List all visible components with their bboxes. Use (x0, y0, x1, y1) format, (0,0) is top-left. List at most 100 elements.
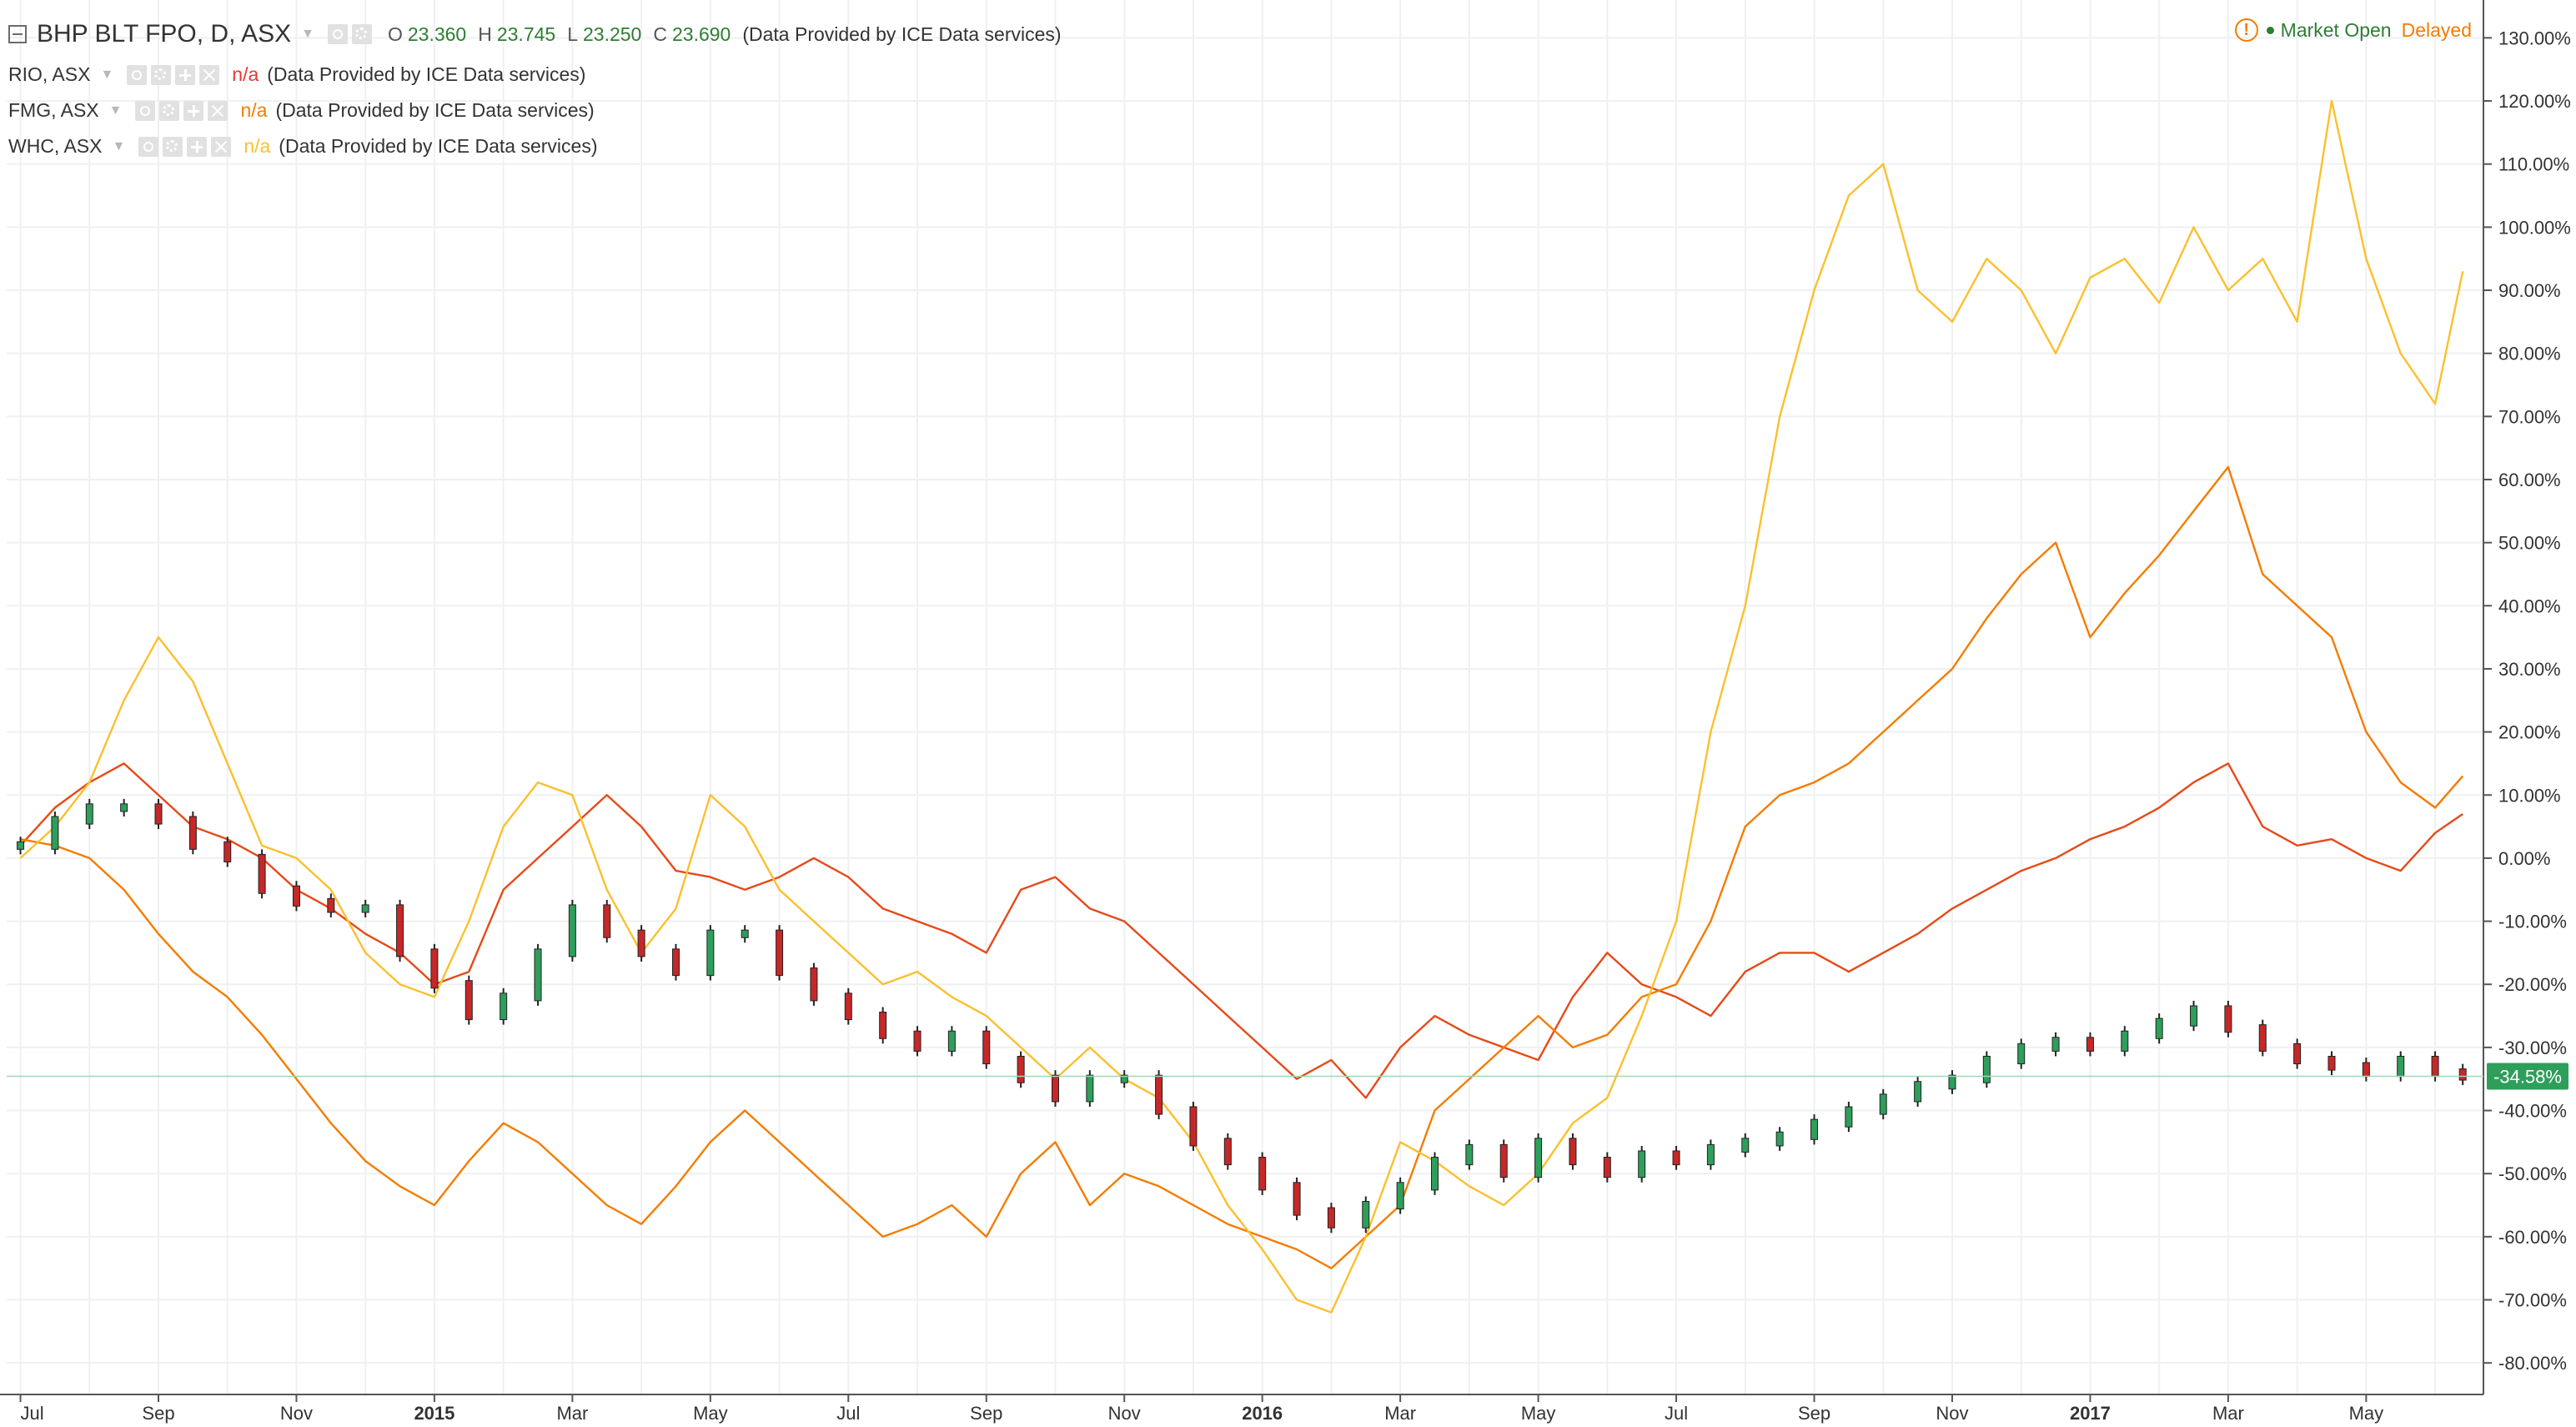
minus-square-icon[interactable] (8, 25, 27, 43)
chevron-down-icon[interactable]: ▼ (112, 138, 126, 153)
candle-body[interactable] (2155, 1017, 2163, 1039)
candle-body[interactable] (534, 948, 542, 1002)
candle-body[interactable] (2258, 1024, 2267, 1052)
compare-symbol[interactable]: WHC, ASX (8, 135, 103, 157)
candle-body[interactable] (2121, 1030, 2129, 1052)
candle-body[interactable] (1672, 1150, 1680, 1166)
candle-body[interactable] (1362, 1200, 1370, 1229)
candle-body[interactable] (947, 1030, 956, 1052)
plus-icon[interactable] (187, 136, 208, 157)
candle-body[interactable] (1603, 1157, 1611, 1178)
candle-body[interactable] (1810, 1118, 1819, 1140)
plus-icon[interactable] (175, 64, 196, 85)
candle-body[interactable] (1293, 1182, 1301, 1216)
candle-body[interactable] (1465, 1143, 1474, 1166)
gear-icon[interactable] (351, 24, 372, 44)
series-line-fmg[interactable] (20, 465, 2464, 1269)
candle-body[interactable] (2051, 1037, 2060, 1052)
candle-body[interactable] (258, 853, 266, 894)
close-icon[interactable] (208, 100, 228, 121)
candle-body[interactable] (396, 904, 404, 957)
candle-body[interactable] (1879, 1093, 1887, 1115)
candle-body[interactable] (741, 929, 749, 938)
candle-body[interactable] (1982, 1055, 1991, 1083)
candle-body[interactable] (879, 1012, 887, 1039)
candle-body[interactable] (1775, 1131, 1784, 1147)
series-line-rio[interactable] (19, 762, 2463, 1099)
candle-body[interactable] (2431, 1055, 2439, 1078)
candle-body[interactable] (188, 816, 197, 850)
candle-body[interactable] (2017, 1043, 2026, 1065)
time-axis[interactable]: Jul Sep Nov 2015 Mar May Jul Sep Nov 2016 Mar May Ju… (0, 1394, 2483, 1424)
candle-body[interactable] (1223, 1138, 1232, 1166)
gear-icon[interactable] (163, 136, 183, 157)
candle-body[interactable] (2458, 1068, 2467, 1081)
gear-icon[interactable] (159, 100, 180, 121)
candle-body[interactable] (1948, 1074, 1956, 1090)
candle-body[interactable] (85, 803, 93, 825)
candle-body[interactable] (51, 816, 59, 850)
eye-icon[interactable] (135, 100, 156, 121)
candle-body[interactable] (844, 992, 852, 1021)
candle-body[interactable] (1499, 1143, 1508, 1178)
series-line-whc[interactable] (19, 99, 2464, 1314)
candle-body[interactable] (706, 929, 715, 977)
candle-body[interactable] (1638, 1150, 1646, 1178)
candle-body[interactable] (1327, 1207, 1335, 1229)
candle-body[interactable] (327, 897, 335, 913)
eye-icon[interactable] (127, 64, 148, 85)
candle-body[interactable] (120, 803, 128, 812)
candle-body[interactable] (2086, 1037, 2094, 1052)
candle-body[interactable] (1534, 1138, 1543, 1178)
candle-body[interactable] (1706, 1143, 1715, 1166)
plus-icon[interactable] (183, 100, 204, 121)
candle-body[interactable] (982, 1030, 991, 1065)
candle-body[interactable] (500, 992, 508, 1021)
candle-body[interactable] (1845, 1106, 1853, 1128)
candle-body[interactable] (1258, 1157, 1267, 1191)
candle-body[interactable] (1120, 1074, 1128, 1083)
candle-body[interactable] (17, 841, 25, 850)
candle-body[interactable] (603, 904, 611, 938)
candle-body[interactable] (154, 803, 163, 825)
candle-body[interactable] (1017, 1055, 1025, 1083)
candle-body[interactable] (361, 904, 369, 913)
candle-body[interactable] (1396, 1182, 1404, 1210)
candle-body[interactable] (637, 929, 645, 957)
candle-body[interactable] (2293, 1043, 2302, 1065)
candle-body[interactable] (223, 841, 232, 862)
candle-body[interactable] (2224, 1005, 2232, 1033)
candle-body[interactable] (913, 1030, 921, 1052)
candle-body[interactable] (810, 967, 818, 1002)
candle-body[interactable] (1189, 1106, 1198, 1147)
candle-body[interactable] (1914, 1081, 1922, 1103)
candle-body[interactable] (1431, 1157, 1439, 1191)
close-icon[interactable] (211, 136, 232, 157)
candle-body[interactable] (2190, 1005, 2198, 1027)
gear-icon[interactable] (151, 64, 172, 85)
price-axis[interactable]: 130.00% 120.00% 110.00% 100.00% 90.00% 80.00%… (2483, 0, 2571, 1394)
candle-body[interactable] (464, 980, 473, 1021)
candle-body[interactable] (292, 885, 300, 907)
chevron-down-icon[interactable]: ▼ (100, 67, 114, 82)
candle-body[interactable] (1086, 1074, 1094, 1103)
candle-body[interactable] (1155, 1074, 1163, 1115)
candle-body[interactable] (568, 904, 576, 957)
eye-icon[interactable] (327, 24, 348, 44)
candle-body[interactable] (1741, 1138, 1750, 1153)
candle-body[interactable] (776, 929, 784, 977)
candle-body[interactable] (671, 948, 680, 977)
chevron-down-icon[interactable]: ▼ (301, 27, 314, 41)
candle-body[interactable] (2327, 1055, 2336, 1071)
exclamation-circle-icon[interactable]: ! (2234, 18, 2258, 42)
compare-symbol[interactable]: RIO, ASX (8, 63, 91, 85)
candle-body[interactable] (2397, 1055, 2405, 1078)
main-symbol[interactable]: BHP BLT FPO, D, ASX (37, 20, 292, 48)
candle-body[interactable] (430, 948, 439, 989)
compare-symbol[interactable]: FMG, ASX (8, 99, 99, 121)
candle-body[interactable] (1569, 1138, 1577, 1166)
close-icon[interactable] (199, 64, 220, 85)
candle-body[interactable] (1051, 1074, 1059, 1103)
chevron-down-icon[interactable]: ▼ (108, 103, 123, 118)
